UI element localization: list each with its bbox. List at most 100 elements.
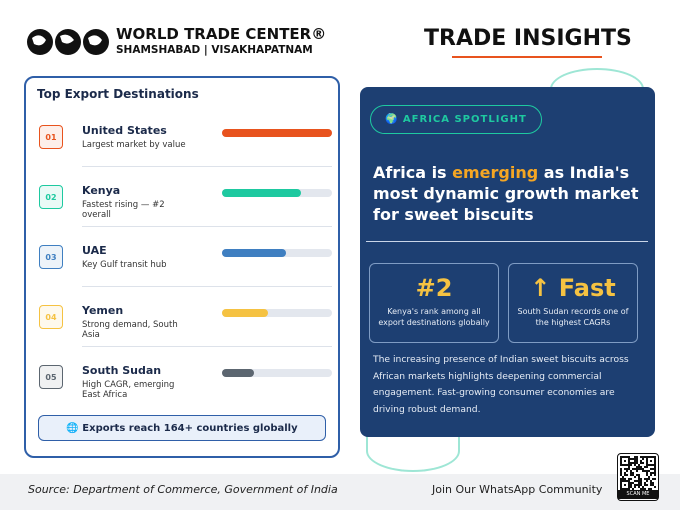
bar-track <box>222 189 332 197</box>
destination-row: 03 UAE Key Gulf transit hub <box>36 240 332 298</box>
stat-value: ↑ Fast <box>530 274 616 302</box>
qr-cell <box>648 478 650 480</box>
qr-cell <box>648 476 650 478</box>
qr-cell <box>626 456 628 458</box>
country-name: Kenya <box>82 184 121 197</box>
qr-cell <box>652 464 654 466</box>
qr-cell <box>640 456 642 458</box>
qr-cell <box>650 460 652 462</box>
qr-cell <box>638 466 640 468</box>
destinations-card: Top Export Destinations 01 United States L… <box>24 76 340 458</box>
destination-row: 01 United States Largest market by value <box>36 120 332 178</box>
separator <box>82 226 332 227</box>
qr-cell <box>624 488 626 490</box>
destination-row: 04 Yemen Strong demand, South Asia <box>36 300 332 358</box>
qr-cell <box>628 480 630 482</box>
qr-cell <box>630 486 632 488</box>
deco-arc <box>366 430 460 472</box>
qr-cell <box>652 468 654 470</box>
qr-cell <box>620 480 622 482</box>
qr-cell <box>636 484 638 486</box>
bar <box>222 249 286 257</box>
qr-cell <box>624 474 626 476</box>
qr-cell <box>648 464 650 466</box>
qr-cell <box>630 484 632 486</box>
qr-cell <box>642 470 644 472</box>
country-name: UAE <box>82 244 107 257</box>
qr-cell <box>636 474 638 476</box>
qr-cell <box>620 478 622 480</box>
qr-cell <box>654 456 656 458</box>
qr-cell <box>646 480 648 482</box>
separator <box>82 286 332 287</box>
qr-cell <box>644 466 646 468</box>
qr-cell <box>632 468 634 470</box>
stat-value: #2 <box>415 274 453 302</box>
qr-cell <box>622 480 624 482</box>
country-desc: Largest market by value <box>82 140 186 150</box>
qr-cell <box>640 488 642 490</box>
qr-cell <box>644 484 646 486</box>
qr-cell <box>654 462 656 464</box>
qr-cell <box>634 462 636 464</box>
bar <box>222 129 332 137</box>
qr-cell <box>634 464 636 466</box>
logo <box>27 29 109 55</box>
locations: SHAMSHABAD | VISAKHAPATNAM <box>116 44 313 56</box>
bar-track <box>222 309 332 317</box>
qr-cell <box>628 464 630 466</box>
source: Source: Department of Commerce, Governme… <box>28 483 338 496</box>
qr-cell <box>636 470 638 472</box>
qr-cell <box>632 474 634 476</box>
qr-cell <box>652 482 654 484</box>
qr-cell <box>648 456 650 458</box>
whatsapp-cta[interactable]: Join Our WhatsApp Community <box>432 483 603 496</box>
qr-cell <box>630 478 632 480</box>
qr-cell <box>652 472 654 474</box>
qr-cell <box>628 488 630 490</box>
qr-cell <box>634 484 636 486</box>
qr-cell <box>620 488 622 490</box>
qr-cell <box>650 464 652 466</box>
qr-cell <box>632 462 634 464</box>
card-title: Top Export Destinations <box>37 87 199 101</box>
qr-cell <box>628 456 630 458</box>
qr-code[interactable]: SCAN ME <box>617 453 659 501</box>
qr-cell <box>638 476 640 478</box>
qr-cell <box>626 474 628 476</box>
qr-cell <box>624 472 626 474</box>
rank-badge: 02 <box>39 185 63 209</box>
qr-cell <box>628 478 630 480</box>
qr-cell <box>632 482 634 484</box>
country-desc: Fastest rising — #2 overall <box>82 200 165 220</box>
divider <box>366 241 648 242</box>
qr-pattern <box>620 456 656 490</box>
qr-cell <box>654 486 656 488</box>
bar-track <box>222 369 332 377</box>
qr-cell <box>642 468 644 470</box>
bar-track <box>222 249 332 257</box>
qr-cell <box>642 486 644 488</box>
qr-cell <box>620 458 622 460</box>
qr-cell <box>634 476 636 478</box>
qr-cell <box>646 456 648 458</box>
qr-cell <box>628 468 630 470</box>
qr-cell <box>652 456 654 458</box>
qr-cell <box>636 458 638 460</box>
qr-cell <box>642 458 644 460</box>
qr-cell <box>646 466 648 468</box>
qr-cell <box>646 478 648 480</box>
qr-cell <box>640 480 642 482</box>
qr-cell <box>646 464 648 466</box>
qr-cell <box>622 456 624 458</box>
rank-badge: 04 <box>39 305 63 329</box>
qr-cell <box>648 488 650 490</box>
stat-box: ↑ Fast South Sudan records one of the hig… <box>508 263 638 343</box>
qr-cell <box>630 470 632 472</box>
qr-cell <box>624 468 626 470</box>
qr-cell <box>654 472 656 474</box>
headline-text: Africa is <box>373 163 453 182</box>
headline-text: as India's most dynamic growth market fo… <box>373 163 639 224</box>
qr-cell <box>646 462 648 464</box>
qr-cell <box>628 462 630 464</box>
